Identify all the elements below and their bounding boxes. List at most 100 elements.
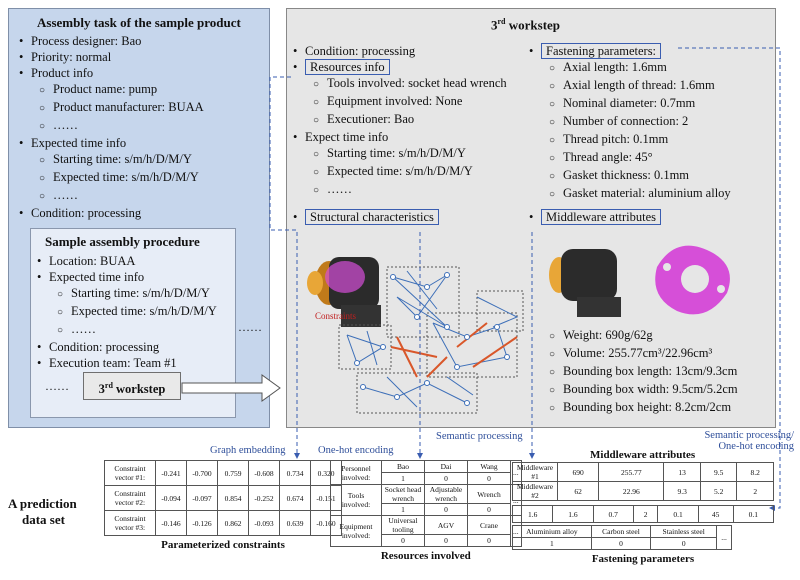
table-row: Aluminium alloy Carbon steel Stainless ste…: [512, 525, 732, 550]
semantic-onehot-label: Semantic processing/One-hot encoding: [704, 430, 794, 452]
middleware-item: Bounding box height: 8.2cm/2cm: [549, 399, 738, 417]
fastening-item: Gasket thickness: 0.1mm: [549, 167, 731, 185]
semantic-label: Semantic processing: [436, 431, 523, 442]
list-item: Executioner: Bao: [293, 111, 507, 129]
middleware-item: Bounding box length: 13cm/9.3cm: [549, 363, 738, 381]
table-cell: Constraint vector #2:: [104, 485, 156, 511]
middleware-item: Volume: 255.77cm³/22.96cm³: [549, 345, 738, 363]
fastening-item: Thread pitch: 0.1mm: [549, 131, 731, 149]
table-cell: 62: [556, 481, 600, 501]
table-cell: 0.854: [217, 485, 249, 511]
list-item: Condition: processing: [19, 205, 204, 221]
table-cell: ...: [716, 525, 732, 550]
table-cell: Equipment involved:: [330, 515, 382, 547]
middleware-parts-figure: [549, 245, 730, 317]
fastening-table: 1.6 1.6 0.7 2 0.1 45 0.1: [511, 505, 775, 523]
workstep-title: 3rd workstep: [491, 17, 561, 33]
list-item: Condition: processing: [37, 339, 217, 355]
list-item: Starting time: s/m/h/D/M/Y: [293, 145, 507, 163]
table-row: Tools involved: Socket head wrench Adjusta…: [330, 484, 522, 516]
workstep-info-list: Condition: processingResources infoTools…: [293, 43, 507, 199]
table-row: Equipment involved: Universal tooling AGV C…: [330, 515, 522, 547]
workstep-panel: 3rd workstep Condition: processingResour…: [286, 8, 776, 428]
assembly-task-title: Assembly task of the sample product: [37, 15, 241, 30]
table-cell: 0: [650, 537, 718, 550]
list-item: Starting time: s/m/h/D/M/Y: [37, 285, 217, 303]
list-item: ……: [19, 187, 204, 205]
list-item: Expected time info: [19, 135, 204, 151]
table-cell: 9.3: [663, 481, 701, 501]
table-row: 1.6 1.6 0.7 2 0.1 45 0.1: [511, 505, 775, 523]
table-cell: 9.5: [699, 462, 738, 482]
table-cell: Dai: [424, 460, 468, 473]
table-cell: 0: [467, 503, 511, 516]
gasket-image: [655, 245, 730, 315]
sample-procedure-list: Location: BUAAExpected time infoStarting…: [37, 253, 217, 371]
list-item: Expected time info: [37, 269, 217, 285]
onehot-label: One-hot encoding: [318, 445, 394, 456]
left-ellipsis-outside: ……: [238, 320, 262, 334]
middleware-attributes-header: Middleware attributes: [529, 209, 662, 225]
fastening-caption: Fastening parameters: [591, 553, 695, 565]
table-row: Middleware #2 62 22.96 9.3 5.2 2: [512, 481, 774, 501]
table-cell: 0.1: [657, 505, 699, 523]
table-cell: 0: [381, 534, 425, 547]
list-item: Tools involved: socket head wrench: [293, 75, 507, 93]
table-cell: 0.759: [217, 460, 249, 486]
table-cell: 22.96: [598, 481, 665, 501]
list-item: Process designer: Bao: [19, 33, 204, 49]
fastening-header: Fastening parameters:: [541, 43, 662, 59]
table-cell: -0.146: [155, 510, 187, 536]
list-item: Expected time: s/m/h/D/M/Y: [19, 169, 204, 187]
table-cell: 0.734: [279, 460, 311, 486]
list-item: Priority: normal: [19, 49, 204, 65]
graph-embedding-label: Graph embedding: [210, 445, 286, 456]
middleware-item: Bounding box width: 9.5cm/5.2cm: [549, 381, 738, 399]
middleware-list: Weight: 690g/62gVolume: 255.77cm³/22.96c…: [549, 327, 738, 417]
fastening-item: Gasket material: aluminium alloy: [549, 185, 731, 203]
list-item: Expected time: s/m/h/D/M/Y: [37, 303, 217, 321]
table-cell: Constraint vector #3:: [104, 510, 156, 536]
list-item: Product name: pump: [19, 81, 204, 99]
table-cell: Universal tooling: [381, 515, 425, 535]
table-row: Constraint vector #2: -0.094 -0.097 0.854 -0…: [104, 485, 342, 511]
table-cell: 0: [467, 534, 511, 547]
table-cell: Constraint vector #1:: [104, 460, 156, 486]
table-cell: 1.6: [511, 505, 554, 523]
table-cell: 45: [697, 505, 734, 523]
structural-graph-figure: Constraints: [307, 257, 524, 414]
list-item: ……: [19, 117, 204, 135]
third-workstep-button[interactable]: 3rd workstep: [83, 372, 181, 400]
table-cell: 0: [424, 534, 468, 547]
table-cell: Personnel involved:: [330, 460, 382, 485]
table-cell: Aluminium alloy: [512, 525, 592, 538]
table-cell: 1: [381, 503, 425, 516]
list-item: ……: [293, 181, 507, 199]
fastening-item: Axial length of thread: 1.6mm: [549, 77, 731, 95]
table-cell: 0.862: [217, 510, 249, 536]
table-cell: 0: [590, 537, 652, 550]
third-workstep-label: 3rd workstep: [98, 381, 166, 397]
fastening-params: Fastening parameters: Axial length: 1.6m…: [529, 43, 731, 203]
table-row: Constraint vector #1: -0.241 -0.700 0.759 -0…: [104, 460, 342, 486]
resources-table-wrap: Personnel involved: Bao Dai Wang... 1 0 0 Tools…: [330, 460, 522, 562]
fastening-item: Number of connection: 2: [549, 113, 731, 131]
table-cell: Crane: [467, 515, 511, 535]
pump-part-image: [307, 257, 381, 327]
table-cell: -0.252: [248, 485, 280, 511]
table-cell: Socket head wrench: [381, 484, 425, 504]
middleware-table-title: Middleware attributes: [590, 449, 696, 461]
list-item: Equipment involved: None: [293, 93, 507, 111]
list-item: Condition: processing: [293, 43, 507, 59]
table-cell: Wrench: [467, 484, 511, 504]
table-cell: AGV: [424, 515, 468, 535]
list-item: Execution team: Team #1: [37, 355, 217, 371]
list-item: Product manufacturer: BUAA: [19, 99, 204, 117]
table-row: Constraint vector #3: -0.146 -0.126 0.862 -0…: [104, 510, 342, 536]
list-item: Starting time: s/m/h/D/M/Y: [19, 151, 204, 169]
table-cell: 0: [467, 472, 511, 485]
table-cell: -0.241: [155, 460, 187, 486]
table-cell: -0.126: [186, 510, 218, 536]
